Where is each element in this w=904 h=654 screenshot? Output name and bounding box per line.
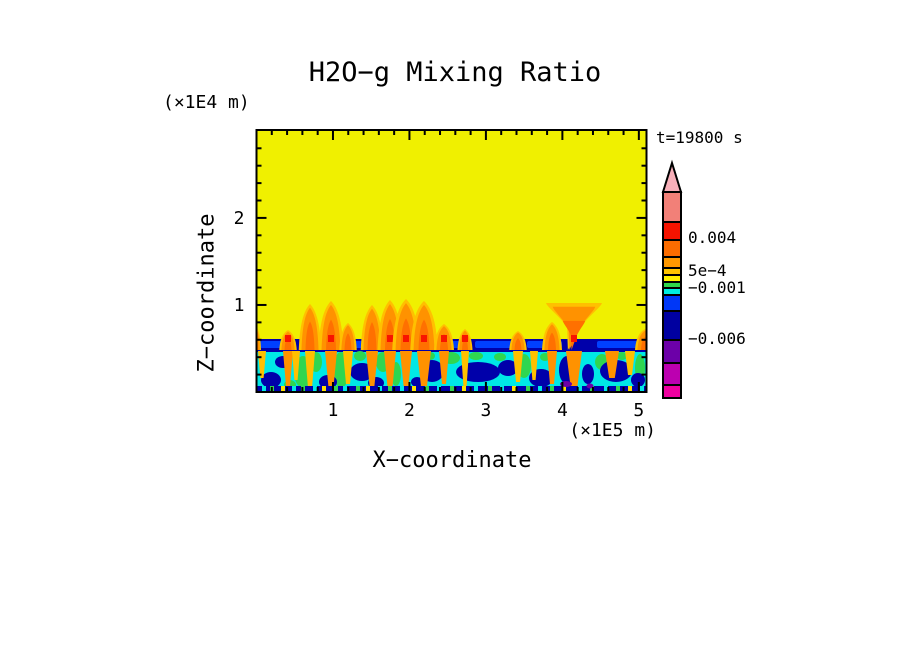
colorbar-segment [662, 294, 682, 312]
x-axis-unit: (×1E5 m) [569, 420, 656, 441]
colorbar-segment [662, 256, 682, 269]
colorbar-segment [662, 362, 682, 386]
colorbar-label: 0.004 [688, 228, 736, 247]
chart-title: H2O−g Mixing Ratio [308, 57, 602, 88]
heatmap-field [256, 130, 647, 392]
y-tick-label: 1 [234, 295, 245, 316]
y-axis-label: Z−coordinate [194, 213, 220, 373]
colorbar-label: −0.001 [688, 278, 746, 297]
colorbar-segment [662, 384, 682, 399]
x-tick-label: 3 [480, 400, 491, 421]
x-tick-label: 5 [633, 400, 644, 421]
colorbar-segment [662, 191, 682, 223]
x-tick-label: 4 [557, 400, 568, 421]
x-tick-label: 1 [328, 400, 339, 421]
colorbar-segment [662, 287, 682, 296]
colorbar-label: 5e−4 [688, 261, 727, 280]
time-annotation: t=19800 s [656, 128, 743, 147]
x-tick-label: 2 [404, 400, 415, 421]
y-axis-unit: (×1E4 m) [163, 92, 250, 113]
tick-labels: 1 2 3 4 5 1 2 [234, 208, 645, 421]
colorbar-segment [662, 310, 682, 341]
colorbar-segment [662, 267, 682, 276]
colorbar-segment [662, 274, 682, 283]
axes-frame-and-ticks [255, 129, 648, 393]
colorbar: 0.004 5e−4−0.001 −0.006 [661, 159, 746, 399]
colorbar-segment [662, 339, 682, 364]
x-axis-label: X−coordinate [372, 448, 532, 473]
colorbar-label: −0.006 [688, 329, 746, 348]
y-tick-label: 2 [234, 208, 245, 229]
colorbar-segment [662, 239, 682, 258]
colorbar-segment [662, 221, 682, 241]
